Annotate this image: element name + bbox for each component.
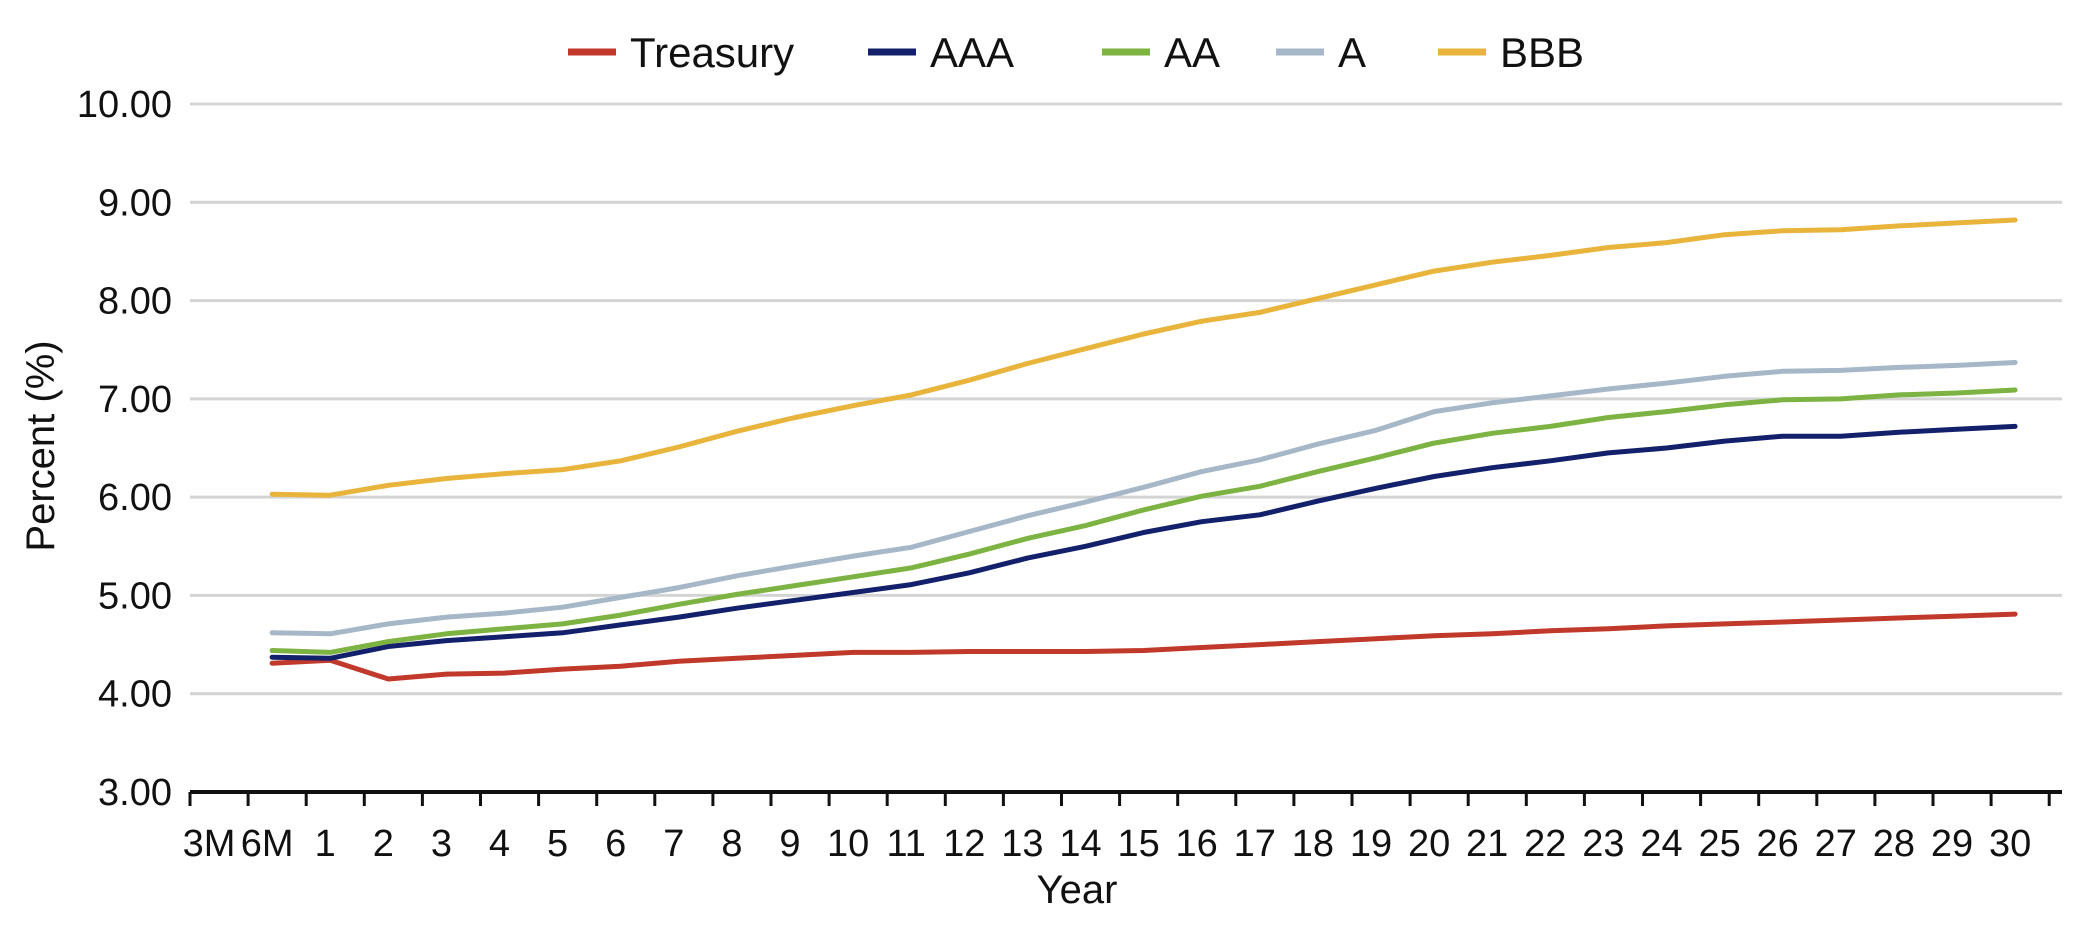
x-tick-label: 13 — [1001, 823, 1043, 865]
x-tick-label: 26 — [1757, 823, 1799, 865]
x-tick-label: 7 — [663, 823, 684, 865]
series-lines — [269, 217, 2018, 682]
x-tick-label: 24 — [1640, 823, 1682, 865]
legend: Treasury AAA AA A BBB — [568, 29, 1584, 76]
x-tick-label: 12 — [943, 823, 985, 865]
series-line-a — [269, 360, 2018, 637]
x-tick-label: 27 — [1815, 823, 1857, 865]
x-tick-label: 3 — [431, 823, 452, 865]
x-tick-label: 17 — [1234, 823, 1276, 865]
series-line-aaa — [269, 423, 2018, 661]
x-tick-label: 6M — [241, 823, 294, 865]
legend-label-bbb: BBB — [1500, 29, 1584, 76]
series-line-bbb — [269, 217, 2018, 498]
x-tick-label: 1 — [315, 823, 336, 865]
x-tick-label: 2 — [373, 823, 394, 865]
x-tick-label: 22 — [1524, 823, 1566, 865]
legend-label-aa: AA — [1164, 29, 1220, 76]
x-tick-label: 14 — [1059, 823, 1101, 865]
legend-label-a: A — [1338, 29, 1366, 76]
x-axis: 3M 6M 1 2 3 4 5 6 7 8 9 10 11 12 13 14 15 16 17 18 19 20 21 22 2… — [183, 790, 2062, 865]
x-tick-label: 19 — [1350, 823, 1392, 865]
x-tick-label: 9 — [779, 823, 800, 865]
x-tick-label: 3M — [183, 823, 236, 865]
x-tick-label: 6 — [605, 823, 626, 865]
series-line-aa — [269, 387, 2018, 655]
y-tick-label: 9.00 — [98, 182, 172, 224]
x-tick-label: 8 — [721, 823, 742, 865]
x-tick-label: 15 — [1117, 823, 1159, 865]
x-tick-label: 28 — [1873, 823, 1915, 865]
legend-label-treasury: Treasury — [630, 29, 794, 76]
x-tick-label: 21 — [1466, 823, 1508, 865]
x-tick-label: 11 — [886, 823, 925, 865]
y-tick-label: 7.00 — [98, 379, 172, 421]
y-axis-tick-labels: 3.00 4.00 5.00 6.00 7.00 8.00 9.00 10.00 — [77, 84, 172, 814]
gridlines — [190, 102, 2062, 696]
x-tick-label: 25 — [1698, 823, 1740, 865]
x-tick-label: 20 — [1408, 823, 1450, 865]
series-line-treasury — [269, 611, 2018, 682]
x-axis-title: Year — [1037, 868, 1118, 912]
x-tick-label: 23 — [1582, 823, 1624, 865]
x-tick-label: 29 — [1931, 823, 1973, 865]
y-tick-label: 8.00 — [98, 281, 172, 323]
y-tick-label: 4.00 — [98, 674, 172, 716]
x-tick-label: 18 — [1292, 823, 1334, 865]
y-tick-label: 3.00 — [98, 772, 172, 814]
legend-label-aaa: AAA — [930, 29, 1014, 76]
x-tick-label: 30 — [1989, 823, 2031, 865]
y-tick-label: 10.00 — [77, 84, 172, 126]
y-tick-label: 6.00 — [98, 477, 172, 519]
x-tick-label: 16 — [1176, 823, 1218, 865]
x-tick-label: 5 — [547, 823, 568, 865]
y-tick-label: 5.00 — [98, 575, 172, 617]
x-tick-label: 4 — [489, 823, 510, 865]
x-tick-label: 10 — [827, 823, 869, 865]
y-axis-title: Percent (%) — [19, 340, 63, 551]
